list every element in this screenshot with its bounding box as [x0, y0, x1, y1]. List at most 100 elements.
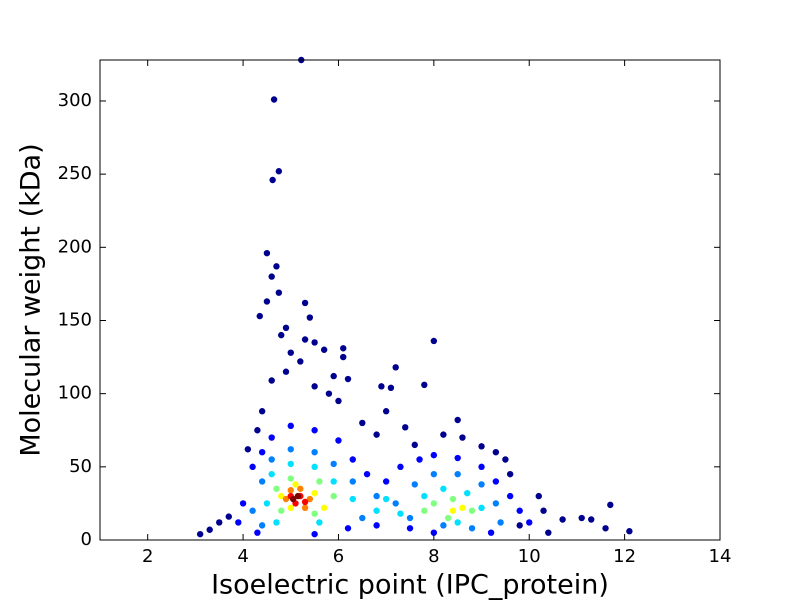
point: [268, 273, 275, 280]
point: [311, 463, 318, 471]
point: [196, 530, 204, 538]
point: [440, 522, 447, 529]
y-tick-label: 250: [58, 163, 92, 184]
point: [287, 475, 294, 482]
point: [278, 331, 285, 339]
point: [449, 507, 457, 514]
point: [454, 416, 461, 424]
point: [311, 339, 318, 346]
point: [602, 525, 609, 532]
point: [516, 507, 523, 514]
point: [258, 448, 266, 456]
point: [249, 507, 256, 514]
y-tick-label: 100: [58, 383, 92, 404]
point: [258, 478, 266, 485]
point: [540, 507, 547, 514]
y-tick-label: 0: [81, 529, 92, 550]
point: [373, 522, 380, 529]
point: [440, 431, 447, 438]
point: [330, 372, 337, 380]
point: [316, 519, 323, 526]
x-tick-label: 10: [518, 546, 541, 567]
y-tick-label: 50: [69, 456, 92, 477]
point: [359, 419, 366, 427]
point: [254, 529, 261, 536]
point: [287, 422, 294, 430]
point: [502, 456, 509, 463]
point: [306, 314, 314, 321]
y-axis-label: Molecular weight (kDa): [16, 143, 47, 456]
point: [516, 522, 523, 529]
point: [492, 448, 500, 456]
point: [292, 481, 299, 488]
point: [344, 375, 352, 383]
point: [440, 485, 447, 492]
point: [311, 427, 318, 434]
point: [506, 470, 514, 478]
point: [382, 408, 390, 415]
point: [478, 463, 485, 471]
point: [278, 492, 285, 500]
point: [430, 500, 438, 507]
point: [468, 525, 476, 532]
point: [459, 434, 466, 441]
point: [287, 460, 294, 468]
point: [359, 514, 366, 522]
point: [263, 249, 271, 257]
point: [421, 492, 428, 500]
point: [349, 456, 356, 463]
point: [320, 346, 328, 353]
point: [416, 456, 423, 463]
point: [402, 424, 409, 431]
point: [282, 495, 290, 503]
point: [268, 434, 275, 441]
point: [526, 519, 533, 526]
point: [492, 478, 500, 485]
point: [268, 470, 275, 478]
point: [382, 495, 390, 503]
point: [297, 485, 304, 492]
point: [430, 529, 438, 536]
point: [497, 519, 504, 526]
point: [282, 324, 290, 332]
point: [330, 492, 337, 500]
point: [311, 383, 318, 390]
point: [397, 463, 404, 471]
point: [225, 513, 232, 520]
point: [256, 312, 263, 320]
point: [430, 337, 438, 345]
point: [239, 500, 247, 507]
point: [349, 478, 356, 485]
point: [559, 516, 566, 523]
point: [478, 443, 485, 450]
point: [506, 492, 514, 500]
point: [535, 492, 542, 500]
point: [282, 368, 290, 375]
point: [297, 358, 304, 365]
point: [340, 345, 347, 352]
point: [392, 364, 399, 371]
point: [344, 525, 352, 532]
point: [454, 470, 461, 478]
points: [196, 56, 633, 538]
point: [301, 498, 309, 506]
point: [459, 504, 466, 512]
point: [406, 525, 414, 532]
point: [311, 489, 318, 497]
point: [289, 495, 297, 503]
point: [244, 446, 252, 453]
point: [430, 470, 438, 478]
point: [273, 485, 280, 492]
point: [626, 528, 633, 535]
y-tick-label: 150: [58, 309, 92, 330]
point: [273, 263, 280, 270]
point: [278, 507, 285, 514]
point: [268, 456, 275, 463]
plot-frame: [99, 59, 721, 541]
point: [373, 507, 380, 514]
point: [325, 390, 333, 397]
point: [330, 478, 337, 485]
point: [464, 489, 471, 497]
